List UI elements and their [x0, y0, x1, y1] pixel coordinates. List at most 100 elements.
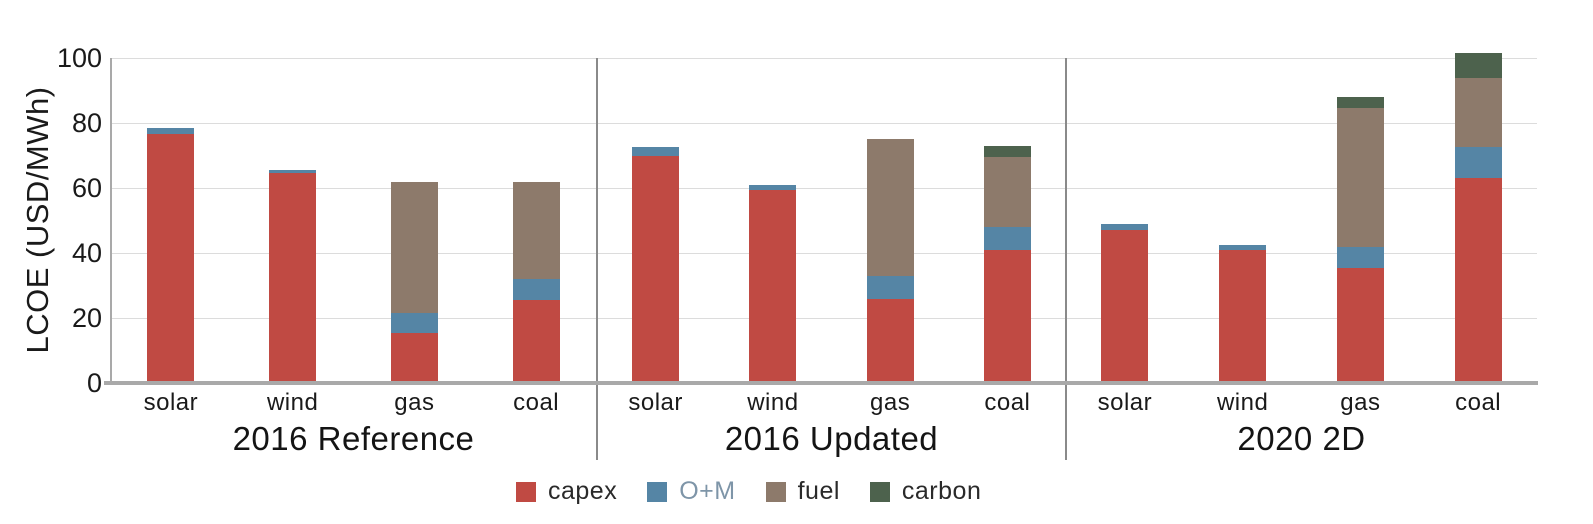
- category-label: wind: [1216, 389, 1269, 416]
- bar-segment-carbon: [1336, 97, 1384, 109]
- legend-label: carbon: [901, 477, 982, 505]
- category-label: wind: [266, 389, 319, 416]
- y-tick-label: 80: [71, 108, 102, 138]
- bar-group: solar wind gas coal 2016 Updated: [597, 58, 1066, 457]
- bar-group: solar wind gas coal 2016 Reference: [110, 58, 597, 457]
- bar-segment-capex: [512, 300, 560, 383]
- group-title: 2016 Reference: [232, 420, 475, 457]
- legend-item: fuel: [765, 477, 840, 506]
- gridline: [110, 58, 1537, 59]
- bar-segment-fuel: [983, 157, 1031, 227]
- legend-swatch-fuel: [765, 481, 786, 502]
- y-axis-line: [110, 58, 112, 383]
- bar-slot: wind: [1184, 58, 1302, 416]
- stacked-bar: [866, 139, 914, 383]
- stacked-bar: [1219, 244, 1267, 383]
- stacked-bar: [390, 181, 438, 383]
- bar-segment-o_m: [1454, 147, 1502, 179]
- y-tick-label: 20: [71, 303, 102, 333]
- legend-item: carbon: [869, 477, 982, 506]
- bar-slot: solar: [110, 58, 232, 416]
- legend-label: O+M: [679, 477, 736, 505]
- bar-segment-o_m: [632, 147, 680, 156]
- bar-slot: wind: [232, 58, 354, 416]
- stacked-bar: [749, 184, 797, 383]
- stacked-bar: [147, 127, 195, 383]
- bar-segment-fuel: [512, 181, 560, 279]
- legend-label: fuel: [797, 477, 840, 505]
- gridline: [110, 318, 1537, 319]
- category-label: solar: [143, 389, 199, 416]
- stacked-bar: [269, 170, 317, 383]
- bar-slot: gas: [832, 58, 949, 416]
- y-axis-tick-labels: 0 20 40 60 80 100: [26, 0, 102, 524]
- bar-segment-capex: [1454, 178, 1502, 383]
- group-title: 2016 Updated: [724, 420, 939, 457]
- bar-segment-o_m: [1219, 244, 1267, 250]
- legend-item: capex: [516, 477, 617, 506]
- legend-swatch-o_m: [647, 481, 668, 502]
- category-label: wind: [747, 389, 799, 416]
- y-tick-label: 60: [71, 173, 102, 203]
- bar-segment-capex: [147, 134, 195, 383]
- stacked-bar: [1101, 223, 1149, 383]
- bar-segment-fuel: [390, 181, 438, 314]
- category-label: gas: [1340, 389, 1381, 416]
- x-axis-line: [104, 381, 1538, 385]
- plot-area: solar wind gas coal 2016 Reference solar wind g…: [110, 53, 1537, 460]
- group-divider: [596, 58, 598, 460]
- bar-slot: gas: [1302, 58, 1420, 416]
- stacked-bar: [632, 147, 680, 383]
- bar-segment-o_m: [1336, 246, 1384, 268]
- bar-segment-capex: [1336, 267, 1384, 383]
- category-label: solar: [1097, 389, 1153, 416]
- stacked-bar: [1454, 53, 1502, 383]
- gridline: [110, 253, 1537, 254]
- legend-item: O+M: [647, 477, 735, 506]
- bar-segment-capex: [749, 189, 797, 383]
- category-label: coal: [513, 389, 560, 416]
- bar-segment-carbon: [1454, 53, 1502, 78]
- bar-segment-capex: [269, 173, 317, 383]
- bar-slot: wind: [714, 58, 831, 416]
- bar-segment-capex: [866, 298, 914, 383]
- category-label: solar: [628, 389, 683, 416]
- bar-segment-fuel: [1336, 108, 1384, 247]
- y-tick-label: 100: [56, 43, 102, 73]
- bar-slot: coal: [949, 58, 1066, 416]
- category-label: gas: [394, 389, 435, 416]
- legend-label: capex: [548, 477, 618, 505]
- bar-slot: solar: [1066, 58, 1184, 416]
- bar-group: solar wind gas coal 2020 2D: [1066, 53, 1537, 457]
- bar-slot: solar: [597, 58, 714, 416]
- category-label: coal: [984, 389, 1031, 416]
- bar-segment-capex: [632, 155, 680, 383]
- legend-swatch-capex: [516, 481, 536, 502]
- legend-swatch-carbon: [869, 481, 890, 502]
- bar-segment-o_m: [512, 279, 560, 301]
- bar-segment-o_m: [147, 127, 195, 135]
- y-tick-label: 0: [86, 368, 102, 398]
- bar-slot: coal: [1419, 53, 1537, 416]
- category-label: coal: [1455, 389, 1502, 416]
- bar-segment-capex: [1101, 230, 1149, 383]
- group-title: 2020 2D: [1237, 420, 1366, 457]
- stacked-bar: [983, 145, 1031, 383]
- group-divider: [1065, 58, 1067, 460]
- bar-segment-carbon: [983, 145, 1031, 158]
- bar-segment-capex: [1219, 249, 1267, 383]
- bar-segment-fuel: [866, 139, 914, 276]
- bar-segment-capex: [390, 332, 438, 383]
- bar-segment-o_m: [866, 275, 914, 299]
- bar-segment-fuel: [1454, 77, 1502, 148]
- bar-segment-o_m: [269, 170, 317, 174]
- gridline: [110, 123, 1537, 124]
- stacked-bar: [512, 181, 560, 383]
- bar-segment-capex: [983, 249, 1031, 383]
- bar-segment-o_m: [983, 227, 1031, 250]
- legend: capex O+M fuel carbon: [516, 477, 981, 506]
- bar-slot: gas: [354, 58, 476, 416]
- category-label: gas: [870, 389, 911, 416]
- gridline: [110, 188, 1537, 189]
